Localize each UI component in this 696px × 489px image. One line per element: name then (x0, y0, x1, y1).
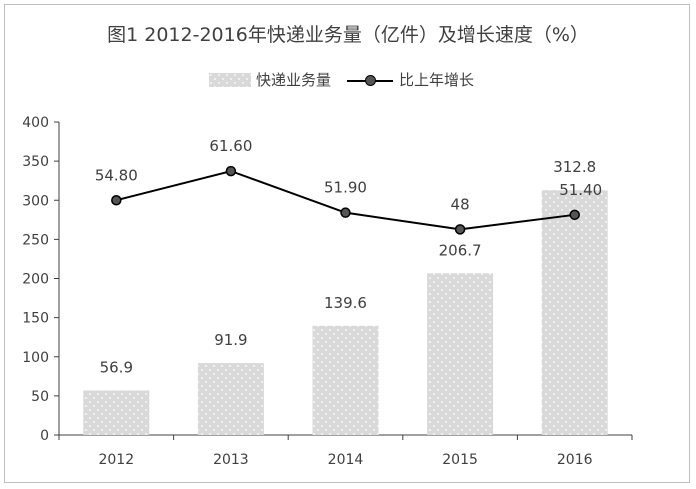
bar (312, 325, 379, 435)
y-tick-label: 150 (22, 311, 49, 327)
x-tick-label: 2012 (98, 452, 134, 468)
growth-marker (569, 209, 580, 221)
y-tick-label: 200 (22, 272, 49, 288)
legend-line-marker (365, 75, 376, 86)
line-data-label: 61.60 (209, 137, 252, 155)
y-tick-label: 100 (22, 350, 49, 366)
legend-line-label: 比上年增长 (399, 71, 475, 89)
chart-title: 图1 2012-2016年快递业务量（亿件）及增长速度（%） (107, 24, 589, 46)
legend: 快递业务量 比上年增长 (0, 70, 696, 90)
growth-marker (225, 165, 237, 177)
line-data-label: 51.90 (324, 179, 367, 197)
line-data-label: 48 (451, 195, 470, 213)
y-tick-label: 250 (22, 232, 49, 248)
bar-data-label: 91.9 (214, 331, 247, 349)
growth-marker (111, 195, 122, 206)
x-tick-label: 2016 (557, 452, 593, 468)
line-data-label: 54.80 (95, 166, 138, 184)
y-tick-label: 350 (22, 154, 49, 170)
y-tick-label: 400 (22, 115, 49, 131)
y-tick-label: 0 (40, 428, 49, 444)
x-tick-label: 2015 (442, 452, 478, 468)
bar-data-label: 312.8 (553, 158, 596, 176)
y-tick-label: 50 (31, 389, 49, 405)
growth-marker (340, 207, 351, 218)
bar (83, 390, 150, 435)
legend-bar-label: 快递业务量 (256, 71, 332, 89)
x-tick-label: 2013 (213, 452, 249, 468)
growth-marker (454, 224, 466, 235)
bar (197, 363, 264, 435)
bar-data-label: 56.9 (100, 358, 133, 376)
bar (541, 190, 608, 435)
bar-data-label: 139.6 (324, 294, 367, 312)
bar-data-label: 206.7 (439, 241, 482, 259)
line-data-label: 51.40 (559, 181, 602, 199)
legend-bar-swatch (209, 73, 251, 87)
x-tick-label: 2014 (328, 452, 364, 468)
bar (427, 273, 494, 435)
y-tick-label: 300 (22, 193, 49, 209)
